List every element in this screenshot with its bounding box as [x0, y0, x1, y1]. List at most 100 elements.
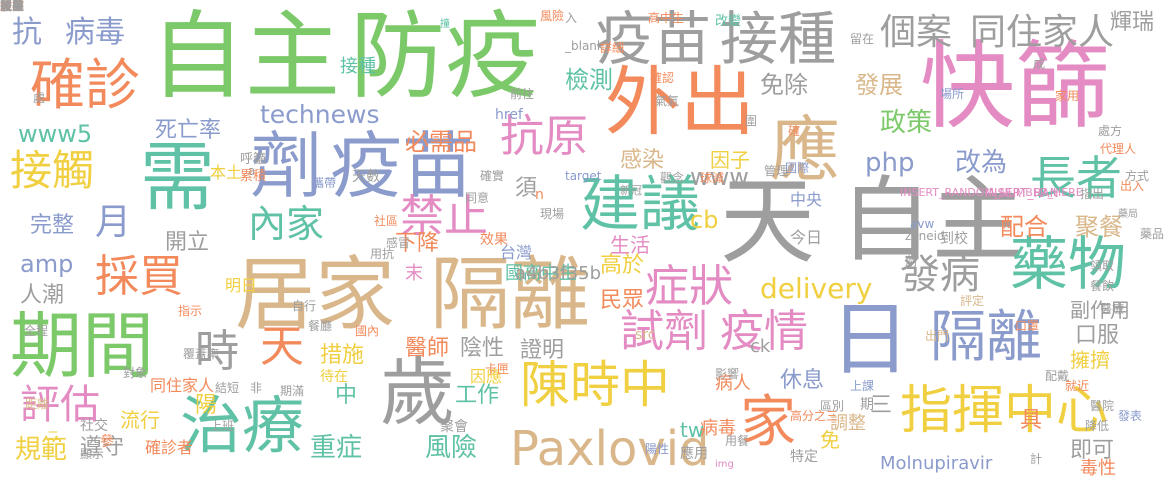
word-term-192: 評定 [960, 294, 985, 308]
word-term-44: 必需品 [405, 128, 477, 156]
word-term-107: 接種 [340, 56, 376, 77]
word-term-152: 餐廳 [308, 319, 333, 333]
word-term-187: 現場 [540, 207, 565, 221]
word-term-48: 免除 [760, 71, 808, 99]
word-term-31: 禁止 [400, 191, 488, 242]
word-tw: tw [680, 418, 705, 442]
word-term-179: 累積 [240, 169, 267, 184]
word-term-205: 一般 [0, 0, 25, 13]
word-term-46: 死亡率 [155, 118, 222, 143]
word-term-3: 天 [720, 167, 816, 277]
word-amp: amp [20, 250, 74, 278]
word-src: src [635, 327, 656, 343]
word-term-33: 抗原 [500, 111, 588, 162]
word-avw: avw [910, 217, 935, 231]
word-term-87: 毒性 [1080, 458, 1116, 479]
word-term-56: 配合 [1000, 213, 1048, 241]
word-term-196: 觀念 [660, 171, 685, 185]
word-term-129: 場所 [940, 87, 965, 101]
word-term-128: 確認 [650, 71, 675, 85]
word-term-84: 須 [515, 176, 538, 201]
word-term-135: 醫院 [1090, 399, 1115, 413]
word-term-34: 內家 [248, 202, 325, 246]
word-term-0: 自主 [150, 2, 341, 112]
word-term-161: 管理 [764, 164, 789, 178]
word-a4b3f35b: a4b3f35b [515, 263, 602, 284]
word-term-18: 確診 [30, 53, 141, 117]
word-term-176: 計 [1030, 452, 1043, 466]
word-term-103: 因應 [470, 367, 503, 386]
word-term-57: 聚餐 [1075, 213, 1123, 241]
word-term-168: 顯示 [80, 447, 105, 461]
word-term-24: 長者 [1030, 151, 1122, 205]
word-term-64: 規範 [15, 435, 68, 465]
word-term-16: 歲 [380, 348, 456, 436]
word-term-8: 疫苗 [595, 5, 712, 73]
word-term-72: 口服 [1075, 323, 1120, 348]
word-term-148: 非 [250, 381, 263, 395]
word-term-123: 高中生 [648, 11, 685, 25]
word-term-125: 留在 [850, 32, 875, 46]
word-term-124: 風險 [540, 9, 565, 23]
word-term-151: 自行 [292, 299, 317, 313]
word-term-180: 攜帶 [312, 176, 337, 190]
word-term-101: 今日 [790, 228, 823, 247]
word-molnupiravir: Molnupiravir [880, 453, 993, 474]
word-term-40: 天 [260, 321, 304, 372]
word-term-75: 休息 [780, 368, 825, 393]
word-ck: ck [750, 336, 771, 357]
word-term-146: 期滿 [280, 384, 305, 398]
word-term-93: 陽 [195, 393, 218, 418]
word-term-181: 天數 [352, 169, 380, 185]
word-term-172: 特定 [790, 449, 818, 465]
word-term-170: 聚會 [440, 419, 468, 435]
word-term-73: 副作用 [1070, 298, 1130, 322]
word-term-102: 三 [870, 393, 893, 418]
word-term-163: 全程 [24, 324, 49, 338]
word-term-2: 快篩 [920, 32, 1111, 142]
word-term-23: 隔離 [930, 305, 1042, 370]
word-term-55: 因子 [710, 148, 750, 172]
word-paxlovid: Paxlovid [510, 421, 710, 477]
word-term-173: 區別 [820, 399, 845, 413]
word-term-157: 感冒 [386, 236, 411, 250]
word-www: www [690, 163, 749, 191]
word-term-169: 用抗 [370, 247, 395, 261]
word-term-144: 影響 [715, 367, 740, 381]
word-term-206: 就醫 [0, 0, 25, 13]
word-term-100: 中央 [790, 190, 823, 209]
word-term-182: 處 [33, 91, 46, 105]
word-cb: cb [690, 206, 719, 234]
word-term-49: 發展 [855, 71, 903, 99]
word-term-127: 前往 [510, 87, 535, 101]
word-term-4: 自主 [840, 167, 1025, 274]
word-term-147: 待在 [320, 369, 348, 385]
word-term-27: 家 [740, 390, 796, 455]
word-term-156: 社區 [374, 214, 399, 228]
word-term-22: 陳時中 [520, 356, 670, 414]
word-term-184: 球減 [700, 171, 725, 185]
word-term-17: 治療 [180, 389, 305, 462]
word-term-191: 成 [1033, 57, 1046, 71]
word-term-165: 距離 [25, 397, 50, 411]
word-term-13: 應 [770, 109, 840, 191]
word-term-177: 詳細 [600, 41, 625, 55]
word-term-141: 出門 [925, 329, 950, 343]
word-term-61: 開立 [165, 230, 210, 255]
word-term-131: 處方 [1098, 124, 1123, 138]
word-term-54: 感染 [620, 148, 665, 173]
word-insert-random-number-here: INSERT_RANDOM_NUMBER_HERE [900, 186, 1083, 199]
word-term-86: 即可 [1070, 438, 1115, 463]
word-term-199: 指出 [1080, 187, 1105, 201]
word-term-194: 圍 [745, 114, 758, 128]
word-term-140: 口罩 [1015, 319, 1040, 333]
word-term-25: 個案 [880, 12, 953, 53]
word-term-78: 風險 [425, 433, 478, 463]
word-term-188: 氣氣 [655, 94, 680, 108]
word-term-39: 時 [195, 326, 239, 377]
word-term-185: 國際 [785, 161, 810, 175]
word-term-90: 具 [1020, 408, 1043, 433]
word-term-186: 確 [788, 124, 801, 138]
word-term-50: 政策 [880, 108, 933, 138]
